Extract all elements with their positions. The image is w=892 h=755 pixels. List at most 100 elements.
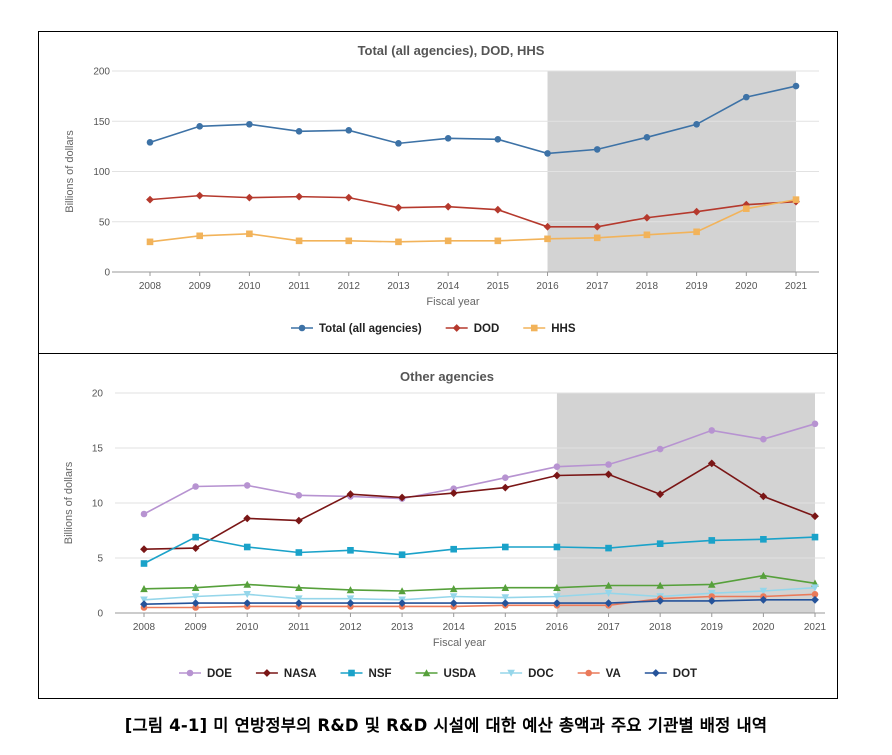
chart2-point-nsf-2008 [140,560,148,567]
chart2-legend-label-doe: DOE [207,668,232,680]
chart2-point-doc-2014 [449,593,458,601]
chart2-point-nasa-2017 [604,470,613,479]
chart2-xtick-2008: 2008 [133,622,156,633]
chart1-xtick-2016: 2016 [536,281,559,292]
chart2-point-usda-2012 [346,586,355,594]
chart2-point-usda-2015 [501,583,510,591]
figure-frame: Total (all agencies), DOD, HHS 0 50 100 150 2… [38,31,838,699]
chart2-ylabel: Billions of dollars [63,461,75,544]
chart1-line-dod [149,194,797,228]
chart2-line-usda [143,574,816,592]
chart1-point-total-all-agencies-2020 [743,93,750,101]
chart2-xtick-2020: 2020 [752,622,775,633]
chart2-point-nsf-2017 [605,544,612,552]
figure-caption: [그림 4-1] 미 연방정부의 R&D 및 R&D 시설에 대한 예산 총액과… [124,716,768,735]
chart2-xtick-2009: 2009 [184,622,207,633]
chart2-point-doe-2021 [811,420,819,428]
chart2-point-nasa-2014 [449,489,458,497]
chart1-point-dod-2008 [146,195,154,204]
chart1-title: Total (all agencies), DOD, HHS [358,43,545,58]
chart1-point-total-all-agencies-2019 [693,120,700,128]
chart1-legend-marker-hhs [530,324,538,332]
chart2-legend-marker-va [585,669,592,677]
chart2-point-usda-2018 [656,581,664,589]
chart2-point-doe-2020 [760,435,767,443]
chart2-point-dot-2016 [553,599,561,607]
chart1-point-total-all-agencies-2017 [593,146,601,153]
chart2-point-doe-2017 [605,461,612,468]
chart2-line-doc [143,586,816,601]
chart2-ytick-10: 10 [92,499,104,510]
chart2-xtick-2013: 2013 [391,622,414,633]
chart1-point-hhs-2010 [246,230,253,238]
chart1-point-dod-2010 [245,193,254,202]
chart2-point-doe-2009 [192,483,199,490]
chart1-point-hhs-2014 [444,237,452,245]
chart2-point-nasa-2020 [759,492,768,501]
chart2-point-doc-2017 [604,589,613,597]
chart2-legend-label-va: VA [606,668,621,680]
chart1-point-dod-2017 [593,222,602,231]
chart1-point-total-all-agencies-2018 [643,134,651,141]
chart2-ytick-5: 5 [97,554,103,565]
chart2-point-nasa-2009 [191,544,200,552]
chart1-ytick-100: 100 [93,167,110,178]
chart2-point-nasa-2019 [707,459,716,468]
chart1-point-total-all-agencies-2013 [395,140,402,147]
chart2-point-doe-2015 [502,474,509,481]
chart2-point-usda-2017 [604,581,613,589]
chart2-point-nasa-2010 [243,514,252,523]
chart2-legend-marker-nsf [348,669,355,677]
chart2-point-doe-2016 [553,463,561,470]
chart2-point-nsf-2015 [502,543,509,551]
chart2-xtick-2014: 2014 [443,622,466,633]
chart2-legend-label-doc: DOC [528,668,554,680]
chart1-point-total-all-agencies-2016 [544,150,551,157]
chart1-point-hhs-2011 [295,237,303,245]
chart2-point-usda-2016 [553,583,561,591]
chart1-point-total-all-agencies-2009 [196,122,203,130]
chart2-point-nasa-2008 [140,545,148,554]
chart2-legend-label-nasa: NASA [284,668,317,680]
chart1-legend-marker-total-all-agencies [298,324,306,332]
chart1-xtick-2009: 2009 [189,281,212,292]
chart2-point-doc-2011 [295,595,303,603]
chart1-point-hhs-2012 [345,237,353,245]
chart2-legend-marker-dot [651,669,660,677]
chart1-point-hhs-2021 [792,196,800,203]
chart1-point-total-all-agencies-2010 [246,120,253,128]
chart1-xtick-2011: 2011 [288,281,310,292]
chart2-point-doc-2021 [811,584,819,592]
chart2-point-usda-2011 [295,583,303,591]
chart2-title: Other agencies [400,369,494,384]
chart2-point-usda-2019 [707,580,716,588]
chart2-ytick-0: 0 [97,609,103,620]
chart2-xtick-2012: 2012 [339,622,362,633]
chart2-xtick-2016: 2016 [546,622,569,633]
chart1-legend-label-dod: DOD [474,323,500,335]
chart-total-dod-hhs: Total (all agencies), DOD, HHS 0 50 100 150 2… [64,43,819,335]
chart1-point-hhs-2009 [196,232,203,240]
chart2-legend-marker-nasa [263,669,271,677]
chart2-legend-label-usda: USDA [444,668,477,680]
chart2-point-nsf-2020 [760,536,767,543]
chart2-point-va-2019 [708,593,716,600]
chart1-point-dod-2015 [493,205,502,214]
chart2-xlabel: Fiscal year [433,637,487,649]
chart1-xtick-2021: 2021 [785,281,808,292]
chart1-ytick-0: 0 [104,268,110,279]
chart1-point-dod-2016 [543,222,552,231]
chart1-line-hhs [149,198,797,243]
chart2-point-nsf-2010 [243,543,251,551]
chart2-point-nsf-2016 [553,543,561,551]
chart1-point-total-all-agencies-2021 [792,82,800,90]
chart1-point-hhs-2018 [643,231,651,239]
chart2-point-va-2021 [811,591,819,598]
chart1-xtick-2013: 2013 [387,281,410,292]
chart2-point-doc-2012 [346,595,355,603]
chart-other-agencies: Other agencies 0 5 10 15 20 2008 2009 2010 2011 20… [63,369,827,680]
chart1-xtick-2020: 2020 [735,281,758,292]
chart2-point-usda-2013 [398,587,406,595]
chart1-point-hhs-2008 [146,238,154,246]
chart2-line-doe [143,423,816,515]
